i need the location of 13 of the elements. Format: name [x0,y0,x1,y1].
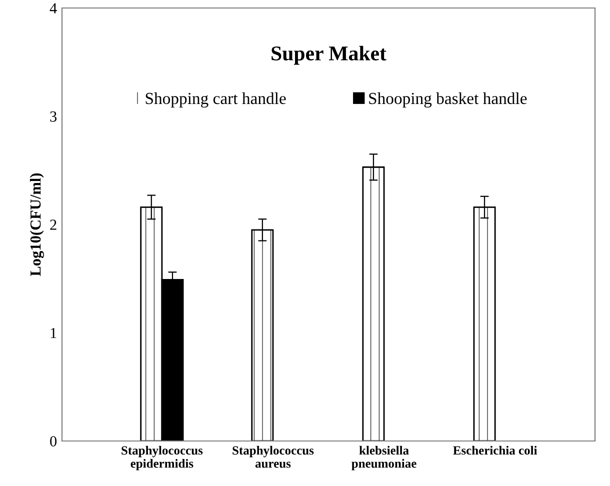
legend-label: Shopping cart handle [146,92,286,108]
legend-label: Shooping basket handle [369,92,527,108]
x-tick-label: klebsiella pneumoniae [352,446,416,470]
y-tick-label: 3 [50,111,57,122]
y-axis-title: Log10(CFU/ml) [30,173,44,276]
x-tick-label: Staphylococcus epidermidis [122,446,203,470]
text: Super Maket [272,46,386,65]
y-tick-label: 1 [50,328,56,338]
x-tick-label: Escherichia coli [453,446,538,455]
x-tick-label: Staphylococcus aureus [232,446,314,468]
y-tick-label: 4 [50,3,57,14]
y-tick-label: 0 [50,436,57,446]
y-tick-label: 2 [50,220,56,230]
